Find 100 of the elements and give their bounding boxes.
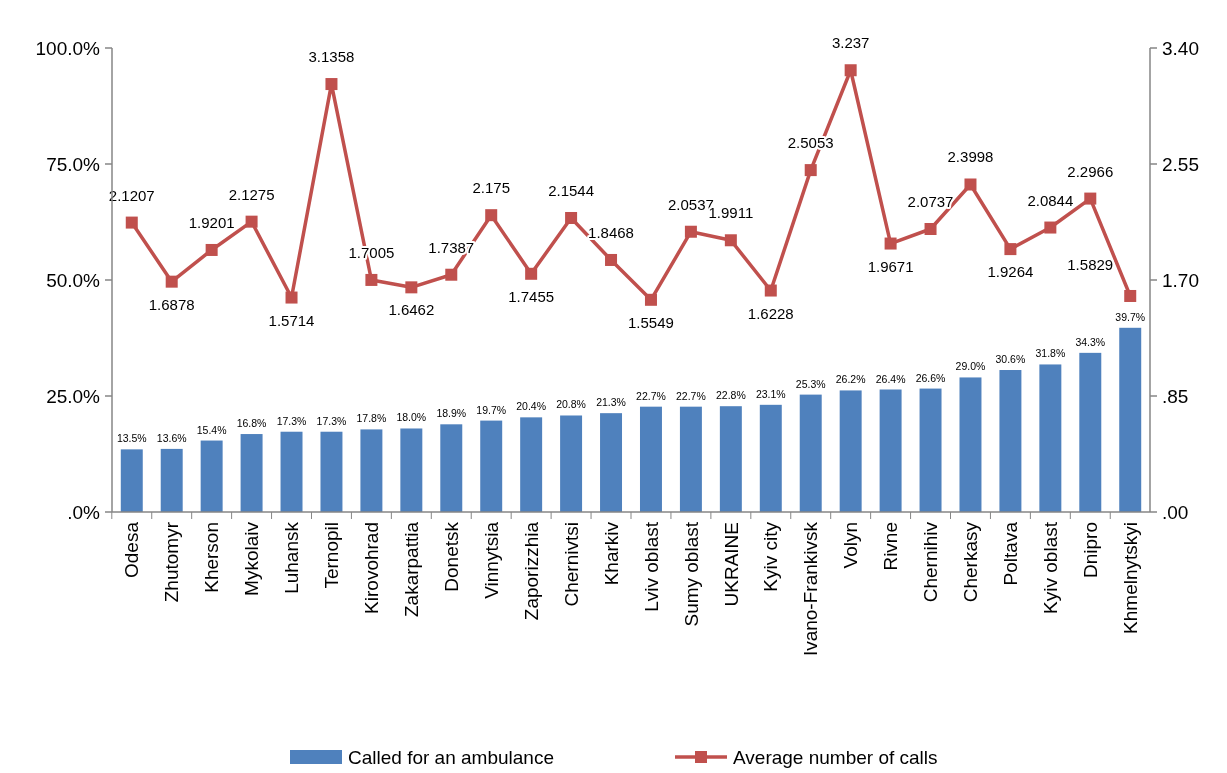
data-label: 22.8% [715,389,746,402]
data-label: 15.4% [196,423,227,436]
data-label: 13.6% [156,431,187,444]
y-tick-label: 25.0% [46,385,101,407]
point [1084,192,1097,205]
data-label: 29.0% [955,360,986,373]
bar [639,406,662,512]
y-tick-label: 50.0% [46,269,101,291]
x-tick-label: Vinnytsia [480,521,502,599]
bar [480,420,503,512]
bar [1079,352,1102,512]
data-label: 1.5549 [628,313,674,331]
bar [160,448,183,512]
bar [520,417,543,512]
data-label: 13.5% [116,432,147,445]
data-label: 2.1275 [228,185,275,203]
data-label: 30.6% [995,353,1026,366]
bar [879,389,902,512]
bar [799,394,822,512]
bar [120,449,143,512]
data-label: 20.8% [556,398,586,411]
bar [240,434,263,512]
data-label: 22.7% [636,389,666,402]
point [844,64,857,77]
y-tick-label: 75.0% [46,153,101,175]
y2-tick-label: .00 [1162,501,1189,523]
bar [1039,364,1062,512]
point [1124,289,1137,302]
data-label: 1.6462 [388,301,435,319]
data-label: 26.4% [875,372,906,385]
data-label: 1.9671 [867,257,914,275]
data-label: 2.1544 [548,181,595,199]
data-label: 2.3998 [947,148,994,166]
data-label: 2.0844 [1027,191,1074,209]
bar [759,404,782,512]
x-tick-label: Zaporizzhia [520,521,542,621]
point [245,215,258,228]
data-label: 2.1207 [108,186,155,204]
point [125,216,138,229]
data-label: 19.7% [476,403,507,416]
data-label: 1.9201 [188,213,235,231]
x-tick-label: Rivne [880,522,902,571]
point [285,291,298,304]
data-label: 1.6878 [148,295,195,313]
bar [440,424,463,512]
data-label: 1.5829 [1067,255,1114,273]
data-label: 2.2966 [1067,162,1114,180]
data-label: 25.3% [795,377,826,390]
data-label: 16.8% [236,417,267,430]
point [525,267,538,280]
legend-label: Average number of calls [733,746,938,768]
data-label: 18.0% [396,411,427,424]
x-tick-label: Kharkiv [600,521,622,586]
data-label: 1.8468 [588,223,634,241]
point [605,253,618,266]
data-label: 17.3% [276,414,307,427]
point [804,164,817,177]
data-label: 23.1% [755,387,786,400]
bar [280,431,303,512]
legend-label: Called for an ambulance [348,746,554,768]
x-tick-label: Zhutomyr [161,521,183,603]
data-label: 21.3% [596,396,626,409]
x-tick-label: Zakarpattia [400,521,422,618]
point [924,223,937,235]
point [205,243,218,256]
bar [320,431,343,512]
x-tick-label: Cherkasy [960,521,982,603]
point [165,275,178,288]
x-tick-label: Mykolaiv [241,521,263,596]
bar [999,370,1022,512]
data-label: 1.7455 [508,287,555,305]
point [325,78,338,91]
data-label: 31.8% [1035,347,1066,360]
data-label: 1.9264 [987,263,1034,281]
x-tick-label: Kherson [201,522,223,593]
data-label: 2.175 [472,179,510,197]
y2-tick-label: 3.40 [1162,37,1199,59]
point [724,234,737,247]
point [485,209,498,222]
bar [200,440,223,512]
bar [679,406,702,512]
data-label: 26.6% [915,371,946,384]
x-tick-label: Luhansk [281,521,303,594]
point [405,281,418,294]
x-tick-label: Donetsk [440,521,462,592]
x-tick-label: Chernihiv [920,521,942,603]
bar [600,413,623,512]
x-tick-label: Lviv oblast [640,521,662,612]
bar [919,388,942,512]
y2-tick-label: .85 [1162,385,1189,407]
data-label: 26.2% [835,373,866,386]
x-tick-label: Kirovohrad [361,522,383,614]
point [884,237,897,250]
data-label: 18.9% [436,407,467,420]
point [565,211,578,224]
x-tick-label: Kyiv oblast [1040,521,1061,614]
bar [400,428,423,512]
bar [719,406,742,512]
y-tick-label: .0% [67,501,101,523]
bar [959,377,982,512]
